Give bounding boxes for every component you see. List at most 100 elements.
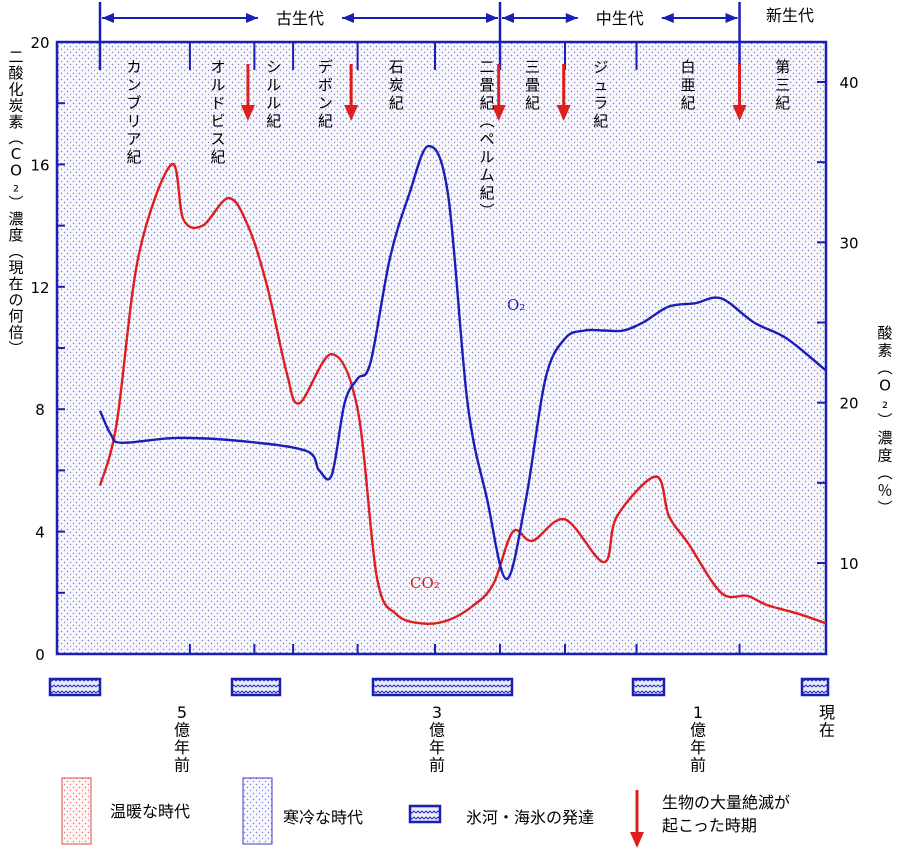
svg-text:二: 二 (479, 58, 494, 76)
svg-text:紀: 紀 (318, 112, 333, 130)
era-arrowhead-right (565, 13, 578, 23)
legend-cold-label: 寒冷な時代 (283, 808, 363, 827)
svg-text:︶: ︶ (877, 499, 892, 517)
svg-text:紀: 紀 (479, 184, 494, 202)
right-tick-label: 10 (839, 555, 858, 573)
svg-text:シ: シ (266, 58, 281, 76)
glaciation-bar (631, 677, 666, 697)
glaciation-bars (48, 677, 830, 697)
svg-text:︵: ︵ (8, 242, 23, 260)
svg-text:ス: ス (210, 130, 225, 148)
period-label: 三畳紀 (525, 58, 540, 112)
svg-text:石: 石 (389, 58, 404, 76)
svg-text:酸: 酸 (877, 324, 892, 342)
svg-text:紀: 紀 (210, 148, 225, 166)
svg-text:カ: カ (126, 58, 141, 76)
svg-text:︵: ︵ (877, 464, 892, 482)
svg-text:在: 在 (819, 721, 835, 740)
svg-text:濃: 濃 (877, 429, 892, 447)
legend-extinction-label: 生物の大量絶滅が (662, 793, 790, 812)
svg-text:年: 年 (174, 738, 190, 757)
svg-text:O: O (10, 161, 22, 179)
mass-extinction-markers (240, 64, 747, 121)
svg-text:ン: ン (126, 76, 141, 94)
left-tick-label: 8 (35, 401, 45, 419)
svg-text:素: 素 (877, 342, 892, 360)
left-tick-label: 16 (30, 156, 49, 174)
svg-text:︶: ︶ (479, 202, 494, 220)
era-arrowhead-left (502, 13, 514, 23)
svg-text:現: 現 (8, 259, 23, 277)
svg-text:紀: 紀 (479, 94, 494, 112)
svg-text:炭: 炭 (389, 76, 404, 94)
legend-warm-swatch (61, 777, 92, 845)
extinction-arrow-head (732, 105, 747, 121)
svg-text:︵: ︵ (8, 129, 23, 147)
glaciation-bar (371, 677, 514, 697)
svg-text:化: 化 (8, 80, 23, 98)
svg-text:紀: 紀 (266, 112, 281, 130)
svg-text:ル: ル (266, 94, 281, 112)
era-arrowhead-right (725, 13, 738, 23)
svg-text:ド: ド (210, 94, 225, 112)
period-label: 第三紀 (775, 58, 790, 112)
svg-text:紀: 紀 (775, 94, 790, 112)
svg-text:ブ: ブ (126, 94, 141, 112)
svg-text:ラ: ラ (593, 94, 608, 112)
right-tick-label: 30 (839, 234, 858, 252)
svg-text:ア: ア (126, 130, 141, 148)
data-series: CO₂ O₂ (98, 144, 827, 625)
svg-text:リ: リ (126, 112, 141, 130)
svg-text:畳: 畳 (525, 76, 540, 94)
svg-text:濃: 濃 (8, 210, 23, 228)
svg-text:在: 在 (8, 275, 23, 293)
extinction-arrow-head (556, 105, 571, 121)
svg-text:ル: ル (479, 148, 494, 166)
plot-background (55, 40, 828, 656)
legend-extinction-arrow-head (630, 832, 644, 848)
era-bar: 古生代 中生代 新生代 (98, 2, 814, 70)
co2-series-label: CO₂ (410, 574, 440, 592)
svg-text:第: 第 (775, 58, 790, 76)
svg-text:の: の (8, 291, 23, 309)
glaciation-bar (48, 677, 102, 697)
svg-text:︵: ︵ (479, 112, 494, 130)
svg-text:オ: オ (210, 58, 225, 76)
svg-text:億: 億 (174, 721, 190, 740)
svg-text:ム: ム (479, 166, 494, 184)
svg-text:％: ％ (877, 482, 892, 500)
left-tick-label: 12 (30, 279, 49, 297)
legend-warm-label: 温暖な時代 (110, 802, 190, 821)
svg-text:亜: 亜 (681, 76, 696, 94)
svg-text:年: 年 (690, 738, 706, 757)
right-tick-label: 20 (839, 395, 858, 413)
left-tick-label: 0 (35, 646, 45, 664)
svg-text:倍: 倍 (8, 323, 23, 341)
svg-text:3: 3 (432, 703, 442, 722)
svg-text:₂: ₂ (882, 394, 888, 412)
o2-series-label: O₂ (507, 296, 525, 314)
era-arrowhead-left (102, 13, 114, 23)
svg-text:紀: 紀 (525, 94, 540, 112)
right-axis-title: 酸素︵O₂︶濃度︵％︶ (877, 324, 892, 517)
svg-text:ル: ル (210, 76, 225, 94)
extinction-arrow-head (491, 105, 506, 121)
svg-text:前: 前 (429, 756, 445, 775)
glaciation-bar (800, 677, 830, 697)
glaciation-bar (230, 677, 282, 697)
svg-text:度: 度 (877, 447, 892, 465)
svg-text:ン: ン (318, 94, 333, 112)
era-label: 古生代 (276, 9, 324, 28)
svg-text:前: 前 (174, 756, 190, 775)
left-tick-label: 20 (30, 34, 49, 52)
